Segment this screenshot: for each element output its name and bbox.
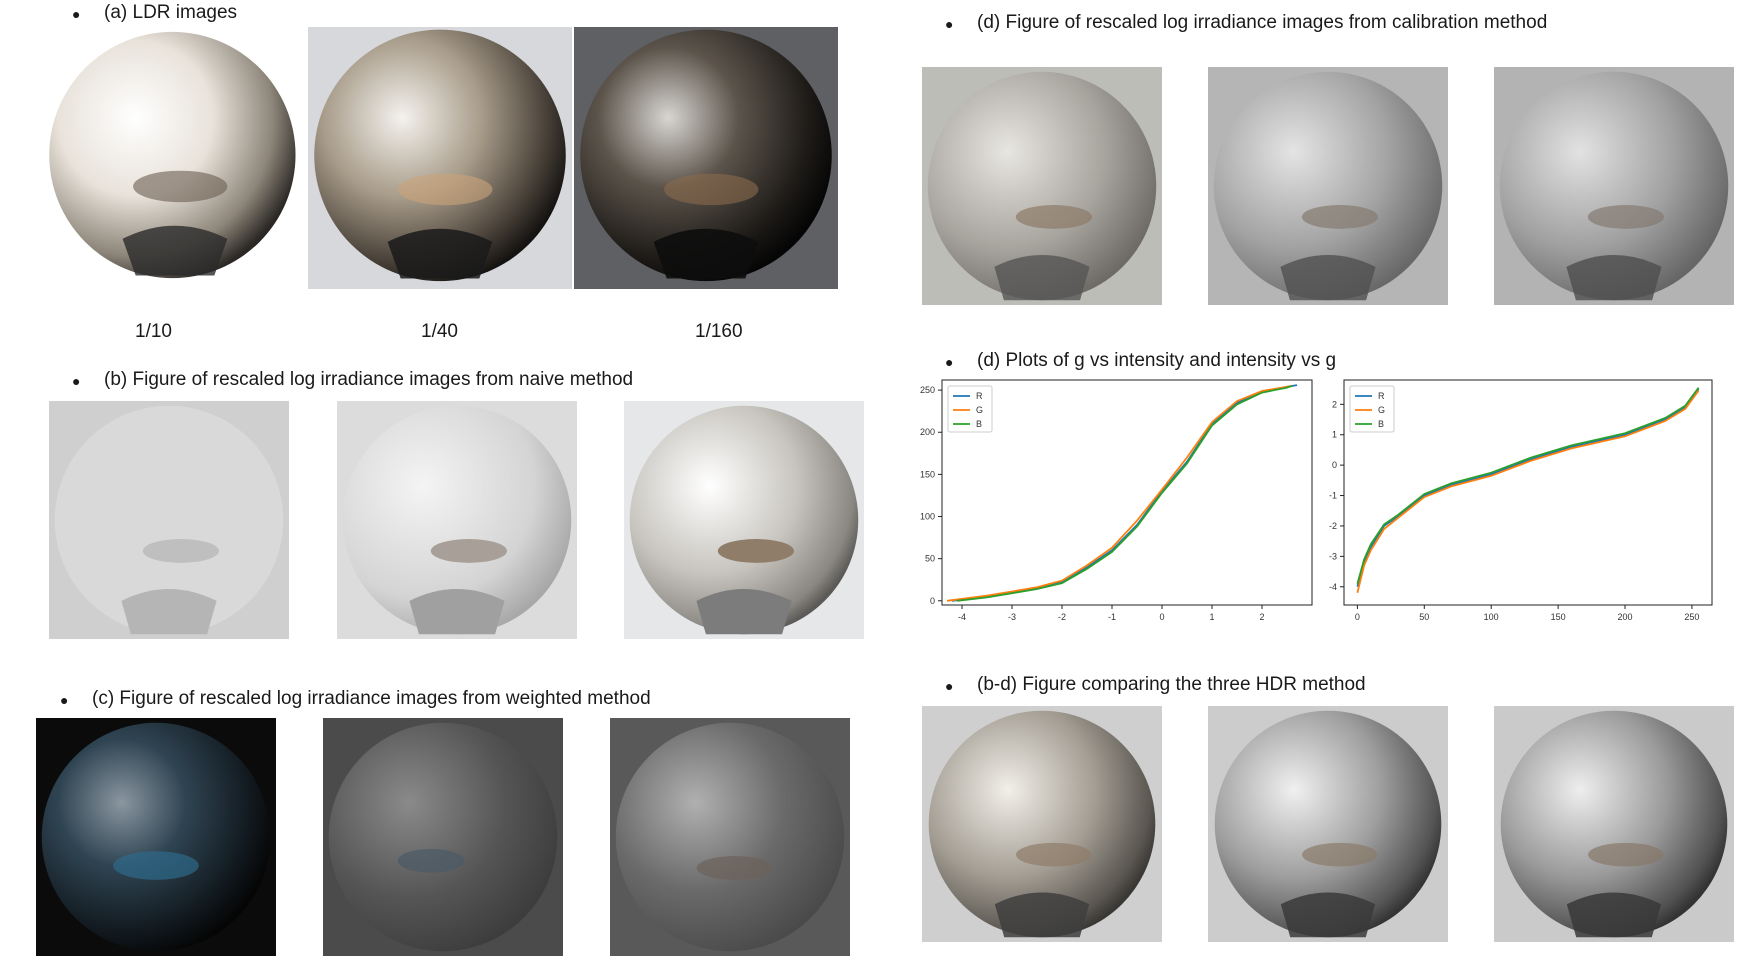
y-tick-label: 50 [925,554,935,564]
panel-b-heading: (b) Figure of rescaled log irradiance im… [104,369,634,390]
weighted-image-2 [323,718,563,956]
calibration-image-3 [1494,67,1734,305]
x-tick-label: 150 [1551,612,1566,622]
comparison-image-weighted [1208,706,1448,942]
x-tick-label: 50 [1419,612,1429,622]
series-line-g [946,385,1293,602]
x-tick-label: 1 [1209,612,1214,622]
series-line-r [1356,388,1700,588]
caption-exposure-2: 1/40 [421,321,458,342]
caption-exposure-3: 1/160 [695,321,743,342]
x-tick-label: 2 [1259,612,1264,622]
plot-g-vs-intensity-svg: -4 -3 -2 -1 0 1 2 0 50 100 150 200 250 RGB [920,379,1313,622]
legend-label-g: G [976,405,983,415]
y-tick-label: -1 [1329,491,1337,501]
x-tick-label: 0 [1355,612,1360,622]
legend-box [947,385,993,433]
y-tick-label: -4 [1329,582,1337,592]
x-tick-label: 100 [1484,612,1499,622]
legend-label-b: B [976,419,982,429]
x-tick-label: -3 [1008,612,1016,622]
y-tick-label: 1 [1332,430,1337,440]
naive-image-2 [337,401,577,639]
legend-box [1349,385,1395,433]
panel-d-calib-heading: (d) Figure of rescaled log irradiance im… [977,12,1548,33]
legend-label-b: B [1378,419,1384,429]
x-tick-label: -1 [1108,612,1116,622]
panel-d-plots-heading: (d) Plots of g vs intensity and intensit… [977,350,1337,371]
legend-label-r: R [1378,391,1385,401]
x-tick-label: -4 [958,612,966,622]
plot-frame [1343,379,1713,606]
y-tick-label: -2 [1329,521,1337,531]
panel-a-heading: (a) LDR images [104,2,238,23]
y-tick-label: 100 [920,512,935,522]
plot-intensity-vs-g: 0 50 100 150 200 250 -4 -3 -2 -1 0 1 2 R G B [1322,379,1722,635]
bullet-a: ● [72,6,81,22]
caption-exposure-1: 1/10 [135,321,172,342]
ldr-image-1 [44,24,306,286]
bullet-b: ● [72,373,81,389]
bullet-d-calib: ● [945,16,954,32]
calibration-image-2 [1208,67,1448,305]
bullet-c: ● [60,692,69,708]
x-tick-label: 250 [1684,612,1699,622]
comparison-image-naive [922,706,1162,942]
series-line-b [956,385,1293,602]
bullet-bd: ● [945,678,954,694]
ldr-image-2 [308,27,572,289]
series-line-b [1356,387,1700,584]
naive-image-1 [49,401,289,639]
y-tick-label: 200 [920,427,935,437]
y-tick-label: 250 [920,385,935,395]
y-tick-label: -3 [1329,551,1337,561]
comparison-image-calibration [1494,706,1734,942]
y-tick-label: 2 [1332,399,1337,409]
ldr-image-3 [574,27,838,289]
weighted-image-1 [36,718,276,956]
panel-bd-heading: (b-d) Figure comparing the three HDR met… [977,674,1366,695]
panel-c-heading: (c) Figure of rescaled log irradiance im… [92,688,651,709]
bullet-d-plots: ● [945,354,954,370]
plot-frame [941,379,1313,606]
series-line-g [1356,390,1700,594]
weighted-image-3 [610,718,850,956]
y-tick-label: 0 [1332,460,1337,470]
y-tick-label: 150 [920,469,935,479]
legend-label-g: G [1378,405,1385,415]
x-tick-label: -2 [1058,612,1066,622]
naive-image-3 [624,401,864,639]
y-tick-label: 0 [930,596,935,606]
calibration-image-1 [922,67,1162,305]
legend-label-r: R [976,391,983,401]
plot-g-vs-intensity: -4 -3 -2 -1 0 1 2 0 50 100 150 200 250 R G B [910,379,1315,635]
x-tick-label: 200 [1618,612,1633,622]
plot-intensity-vs-g-svg: 0 50 100 150 200 250 -4 -3 -2 -1 0 1 2 RGB [1329,379,1713,622]
x-tick-label: 0 [1159,612,1164,622]
